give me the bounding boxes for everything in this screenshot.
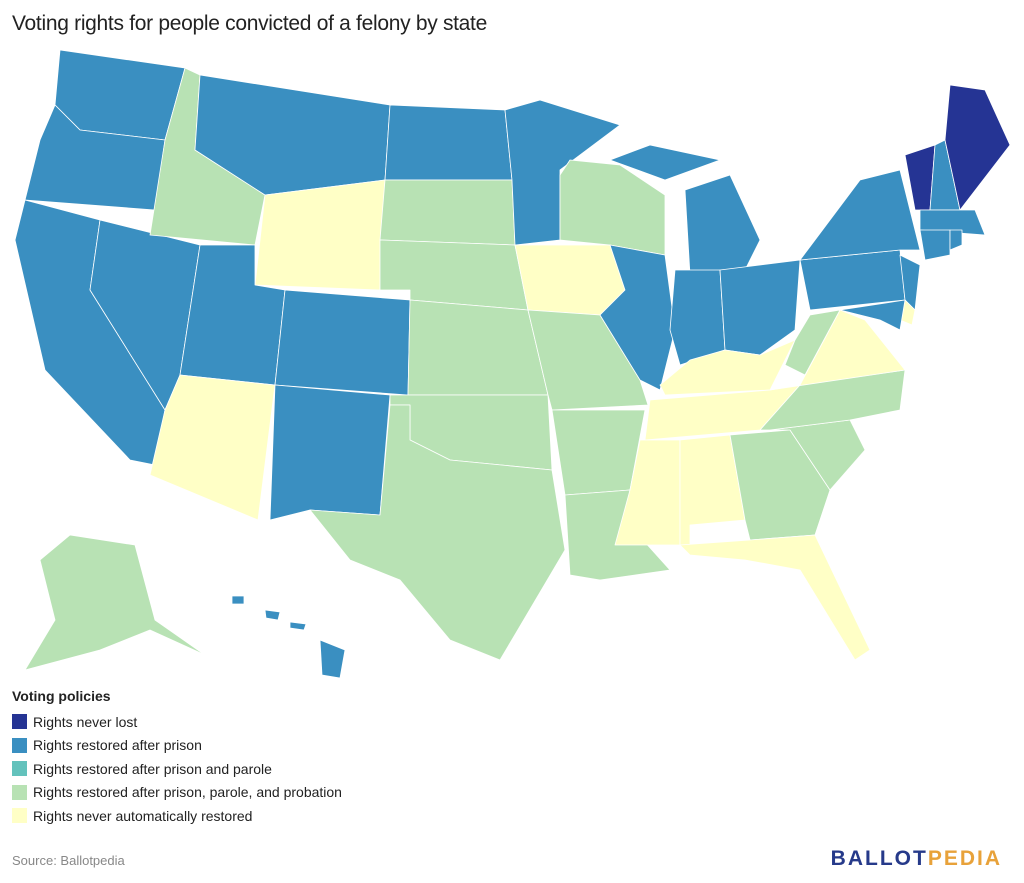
state — [839, 299, 906, 331]
state — [514, 244, 626, 316]
state — [269, 384, 391, 521]
state — [919, 209, 986, 236]
state — [609, 144, 721, 181]
state — [289, 621, 307, 631]
state — [944, 84, 1011, 211]
state — [274, 289, 411, 396]
state — [407, 299, 549, 396]
state — [949, 229, 963, 251]
state — [669, 269, 726, 366]
legend-label: Rights restored after prison — [33, 737, 202, 754]
state — [799, 169, 921, 261]
legend-label: Rights never lost — [33, 713, 138, 730]
state — [551, 409, 646, 496]
logo-part: BALLOT — [830, 847, 928, 870]
state — [24, 534, 206, 671]
legend-item: Rights never lost — [12, 710, 342, 734]
legend-swatch — [12, 784, 27, 800]
state — [614, 439, 681, 546]
legend-label: Rights never automatically restored — [33, 807, 253, 824]
state — [149, 374, 276, 521]
legend-swatch — [12, 761, 27, 777]
state — [599, 244, 676, 391]
logo-part: PEDIA — [927, 847, 1002, 870]
state — [684, 174, 761, 276]
title: Voting rights for people convicted of a … — [12, 12, 487, 35]
state — [784, 309, 841, 376]
state — [309, 404, 566, 661]
state — [379, 179, 516, 246]
legend-label: Rights restored after prison, parole, an… — [33, 784, 342, 801]
state — [384, 104, 513, 181]
state — [679, 534, 871, 661]
state — [719, 259, 801, 356]
map — [14, 49, 1011, 679]
logo: BALLOTPEDIA — [831, 847, 1002, 871]
source: Source: Ballotpedia — [12, 853, 125, 868]
state — [919, 229, 951, 261]
state — [254, 179, 386, 291]
legend-item: Rights restored after prison and parole — [12, 757, 342, 781]
state — [264, 609, 281, 621]
state — [769, 309, 906, 391]
legend-label: Rights restored after prison and parole — [33, 760, 272, 777]
legend-swatch — [12, 714, 27, 730]
state — [319, 639, 346, 679]
legend-swatch — [12, 737, 27, 753]
legend-title: Voting policies — [12, 688, 111, 704]
legend-item: Rights restored after prison — [12, 734, 342, 758]
legend-item: Rights restored after prison, parole, an… — [12, 781, 342, 805]
legend: Voting policies Rights never lost Rights … — [12, 688, 342, 828]
state — [799, 249, 906, 311]
legend-item: Rights never automatically restored — [12, 804, 342, 828]
state — [231, 595, 245, 605]
legend-swatch — [12, 808, 27, 824]
state — [659, 339, 796, 396]
